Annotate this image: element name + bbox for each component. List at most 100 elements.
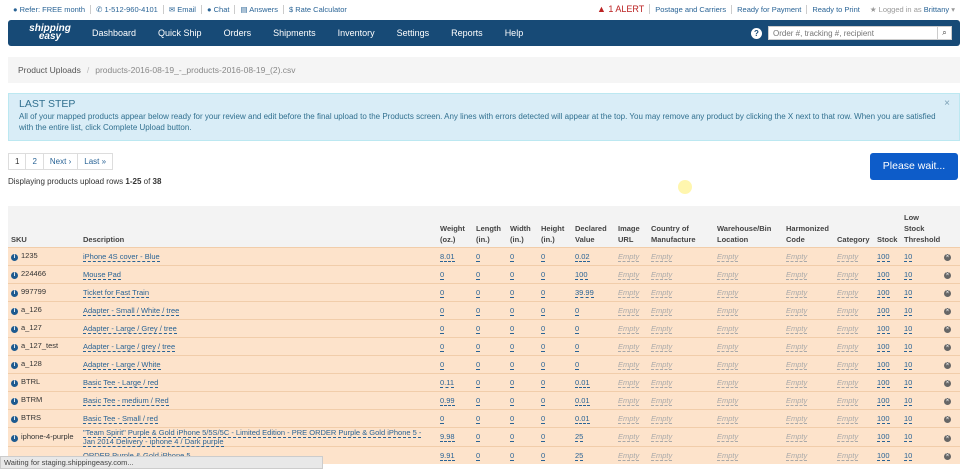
editable-empty[interactable]: Empty: [717, 251, 739, 262]
editable-h[interactable]: 0: [541, 450, 546, 461]
editable-h[interactable]: 0: [541, 432, 546, 442]
editable-empty[interactable]: Empty: [837, 305, 859, 316]
editable-empty[interactable]: Empty: [786, 359, 808, 370]
editable-h[interactable]: 0: [541, 377, 546, 388]
editable-desc[interactable]: ORDER Purple & Gold iPhone 5: [83, 450, 191, 461]
remove-row-icon[interactable]: ×: [944, 453, 951, 461]
editable-h[interactable]: 0: [541, 395, 546, 406]
editable-empty[interactable]: Empty: [786, 323, 808, 334]
editable-l[interactable]: 0: [476, 251, 481, 262]
editable-l[interactable]: 0: [476, 305, 481, 316]
editable-desc[interactable]: Basic Tee - Small / red: [83, 413, 158, 424]
editable-empty[interactable]: Empty: [837, 395, 859, 406]
editable-empty[interactable]: Empty: [786, 251, 808, 262]
please-wait-button[interactable]: Please wait...: [870, 153, 958, 180]
editable-empty[interactable]: Empty: [618, 341, 640, 352]
editable-empty[interactable]: Empty: [717, 395, 739, 406]
editable-desc[interactable]: iPhone 4S cover - Blue: [83, 251, 160, 262]
nav-item-inventory[interactable]: Inventory: [337, 28, 375, 38]
editable-stock[interactable]: 100: [877, 450, 890, 461]
editable-empty[interactable]: Empty: [618, 377, 640, 388]
editable-dv[interactable]: 0.01: [575, 413, 590, 424]
editable-h[interactable]: 0: [541, 269, 546, 280]
editable-low[interactable]: 10: [904, 251, 913, 262]
editable-desc[interactable]: Mouse Pad: [83, 269, 121, 280]
editable-low[interactable]: 10: [904, 287, 913, 298]
editable-l[interactable]: 0: [476, 413, 481, 424]
editable-low[interactable]: 10: [904, 395, 913, 406]
editable-dv[interactable]: 0.01: [575, 395, 590, 406]
nav-item-settings[interactable]: Settings: [396, 28, 430, 38]
editable-empty[interactable]: Empty: [717, 359, 739, 370]
nav-item-help[interactable]: Help: [504, 28, 524, 38]
editable-stock[interactable]: 100: [877, 377, 890, 388]
remove-row-icon[interactable]: ×: [944, 344, 951, 351]
page-link[interactable]: 2: [25, 153, 44, 170]
editable-empty[interactable]: Empty: [651, 395, 673, 406]
editable-empty[interactable]: Empty: [837, 413, 859, 424]
editable-h[interactable]: 0: [541, 413, 546, 424]
editable-empty[interactable]: Empty: [618, 413, 640, 424]
editable-empty[interactable]: Empty: [717, 323, 739, 334]
editable-w[interactable]: 0: [440, 305, 445, 316]
editable-stock[interactable]: 100: [877, 432, 890, 442]
editable-w[interactable]: 0.11: [440, 377, 455, 388]
editable-wd[interactable]: 0: [510, 287, 515, 298]
editable-low[interactable]: 10: [904, 359, 913, 370]
close-icon[interactable]: ×: [944, 98, 950, 109]
editable-low[interactable]: 10: [904, 323, 913, 334]
editable-empty[interactable]: Empty: [717, 450, 739, 461]
editable-stock[interactable]: 100: [877, 341, 890, 352]
editable-low[interactable]: 10: [904, 305, 913, 316]
info-icon[interactable]: i: [11, 380, 18, 387]
editable-l[interactable]: 0: [476, 341, 481, 352]
editable-low[interactable]: 10: [904, 269, 913, 280]
editable-empty[interactable]: Empty: [651, 377, 673, 388]
remove-row-icon[interactable]: ×: [944, 308, 951, 315]
editable-stock[interactable]: 100: [877, 269, 890, 280]
editable-empty[interactable]: Empty: [837, 323, 859, 334]
editable-h[interactable]: 0: [541, 341, 546, 352]
editable-wd[interactable]: 0: [510, 251, 515, 262]
editable-empty[interactable]: Empty: [786, 377, 808, 388]
editable-wd[interactable]: 0: [510, 413, 515, 424]
editable-desc[interactable]: Adapter - Large / Grey / tree: [83, 323, 177, 334]
editable-empty[interactable]: Empty: [651, 341, 673, 352]
editable-w[interactable]: 0: [440, 413, 445, 424]
topbar-link[interactable]: ● Refer: FREE month: [8, 4, 92, 14]
editable-w[interactable]: 0: [440, 341, 445, 352]
topbar-link[interactable]: ▤ Answers: [235, 4, 284, 14]
editable-low[interactable]: 10: [904, 413, 913, 424]
editable-wd[interactable]: 0: [510, 269, 515, 280]
search-input[interactable]: [769, 27, 937, 39]
editable-empty[interactable]: Empty: [618, 359, 640, 370]
editable-desc[interactable]: Adapter - Small / White / tree: [83, 305, 180, 316]
editable-empty[interactable]: Empty: [651, 251, 673, 262]
editable-l[interactable]: 0: [476, 377, 481, 388]
editable-empty[interactable]: Empty: [618, 287, 640, 298]
topbar-link[interactable]: ● Chat: [202, 4, 236, 14]
editable-empty[interactable]: Empty: [651, 359, 673, 370]
topbar-link[interactable]: $ Rate Calculator: [284, 5, 352, 14]
editable-empty[interactable]: Empty: [837, 269, 859, 280]
editable-wd[interactable]: 0: [510, 450, 515, 461]
info-icon[interactable]: i: [11, 398, 18, 405]
remove-row-icon[interactable]: ×: [944, 434, 951, 442]
editable-empty[interactable]: Empty: [618, 450, 640, 461]
editable-l[interactable]: 0: [476, 359, 481, 370]
nav-item-orders[interactable]: Orders: [223, 28, 252, 38]
editable-empty[interactable]: Empty: [651, 269, 673, 280]
editable-empty[interactable]: Empty: [717, 287, 739, 298]
editable-stock[interactable]: 100: [877, 287, 890, 298]
search-icon[interactable]: ⌕: [937, 27, 951, 39]
logo[interactable]: shipping easy: [29, 23, 71, 42]
editable-empty[interactable]: Empty: [837, 287, 859, 298]
editable-empty[interactable]: Empty: [837, 251, 859, 262]
info-icon[interactable]: i: [11, 362, 18, 369]
editable-low[interactable]: 10: [904, 341, 913, 352]
editable-low[interactable]: 10: [904, 377, 913, 388]
topbar-link[interactable]: ✉ Email: [164, 4, 202, 14]
editable-empty[interactable]: Empty: [786, 341, 808, 352]
breadcrumb-product-uploads[interactable]: Product Uploads: [18, 65, 81, 75]
editable-desc[interactable]: Ticket for Fast Train: [83, 287, 149, 298]
